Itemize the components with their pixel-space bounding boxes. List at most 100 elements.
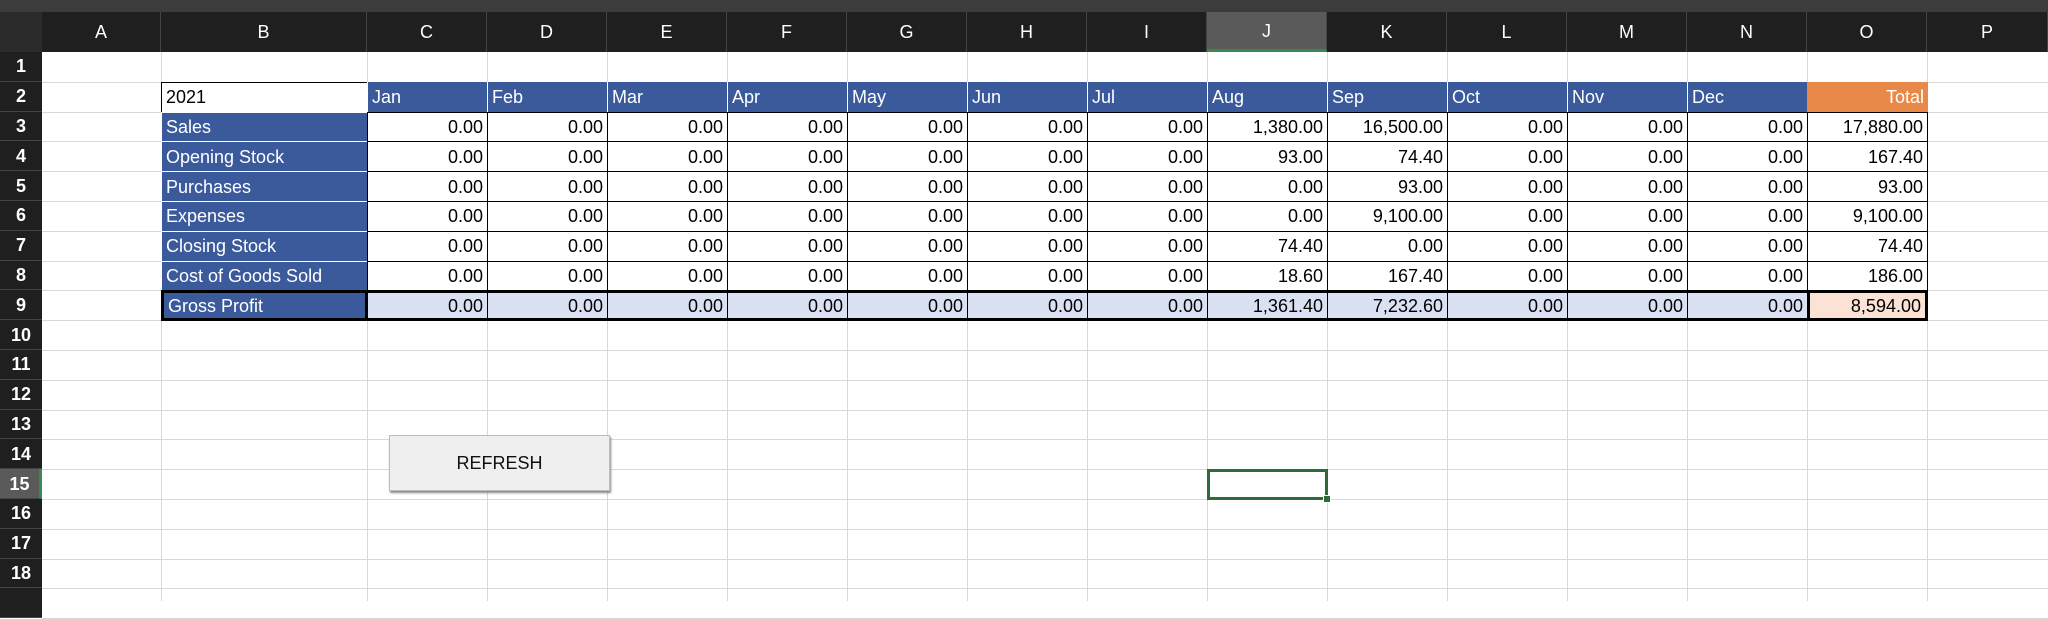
value-cell: 0.00 [607, 141, 728, 173]
row-header[interactable]: 7 [0, 230, 42, 261]
column-header[interactable]: K [1327, 12, 1447, 52]
value-cell: 0.00 [967, 201, 1088, 232]
corner-cell [0, 12, 42, 52]
row-header[interactable]: 17 [0, 528, 42, 559]
row-label: Expenses [161, 201, 368, 232]
row-header[interactable]: 16 [0, 499, 42, 529]
row-header[interactable]: 10 [0, 320, 42, 350]
column-header[interactable]: I [1087, 12, 1207, 52]
value-cell: 0.00 [1687, 111, 1808, 143]
column-header[interactable]: J [1207, 12, 1327, 52]
value-cell: 0.00 [1447, 230, 1568, 262]
value-cell: 0.00 [847, 290, 968, 322]
row-header[interactable]: 9 [0, 290, 42, 321]
grid-line [1927, 52, 1928, 601]
row-header[interactable]: 6 [0, 201, 42, 231]
grid-line [42, 499, 2048, 500]
column-header[interactable]: E [607, 12, 727, 52]
grid-line [1567, 52, 1568, 601]
column-header[interactable]: P [1927, 12, 2048, 52]
value-cell: 0.00 [1567, 230, 1688, 262]
value-cell: 0.00 [1087, 141, 1208, 173]
value-cell: 0.00 [367, 260, 488, 292]
value-cell: 0.00 [607, 290, 728, 322]
grid-line [42, 558, 2048, 560]
value-cell: 0.00 [367, 290, 488, 322]
value-cell: 0.00 [727, 111, 848, 143]
row-header[interactable]: 13 [0, 409, 42, 440]
value-cell: 0.00 [487, 290, 608, 322]
value-cell: 0.00 [727, 141, 848, 173]
grid-line [1687, 52, 1688, 601]
value-cell: 0.00 [1207, 201, 1328, 232]
total-cell: 17,880.00 [1807, 111, 1928, 143]
value-cell: 0.00 [1567, 290, 1688, 322]
row-header[interactable]: 12 [0, 379, 42, 410]
row-header[interactable]: 4 [0, 141, 42, 172]
value-cell: 0.00 [487, 230, 608, 262]
grid-line [727, 52, 728, 601]
value-cell: 0.00 [1447, 290, 1568, 322]
value-cell: 0.00 [1687, 260, 1808, 292]
row-label: Opening Stock [161, 141, 368, 173]
value-cell: 0.00 [727, 171, 848, 202]
value-cell: 0.00 [607, 171, 728, 202]
value-cell: 0.00 [727, 260, 848, 292]
value-cell: 0.00 [967, 111, 1088, 143]
selected-cell [1207, 469, 1328, 500]
row-label: Sales [161, 111, 368, 143]
grid-line [487, 52, 488, 601]
value-cell: 74.40 [1207, 230, 1328, 262]
row-header[interactable]: 5 [0, 171, 42, 201]
value-cell: 0.00 [1447, 201, 1568, 232]
value-cell: 0.00 [847, 141, 968, 173]
value-cell: 0.00 [367, 201, 488, 232]
refresh-button[interactable]: REFRESH [389, 435, 610, 491]
row-header[interactable]: 2 [0, 81, 42, 112]
column-header[interactable]: F [727, 12, 847, 52]
value-cell: 18.60 [1207, 260, 1328, 292]
column-header[interactable]: A [42, 12, 161, 52]
grid-line [847, 52, 848, 601]
value-cell: 0.00 [727, 201, 848, 232]
column-header[interactable]: C [367, 12, 487, 52]
value-cell: 0.00 [847, 230, 968, 262]
value-cell: 0.00 [1087, 201, 1208, 232]
row-header[interactable]: 8 [0, 260, 42, 291]
value-cell: 0.00 [967, 230, 1088, 262]
value-cell: 0.00 [607, 111, 728, 143]
value-cell: 0.00 [367, 141, 488, 173]
column-header[interactable]: M [1567, 12, 1687, 52]
year-cell: 2021 [161, 81, 368, 113]
column-header[interactable]: G [847, 12, 967, 52]
column-header[interactable]: N [1687, 12, 1807, 52]
row-header[interactable]: 14 [0, 439, 42, 470]
month-header: Mar [607, 81, 728, 113]
value-cell: 0.00 [967, 260, 1088, 292]
value-cell: 0.00 [1687, 141, 1808, 173]
row-label: Purchases [161, 171, 368, 202]
column-header[interactable]: B [161, 12, 367, 52]
value-cell: 0.00 [1567, 171, 1688, 202]
column-header[interactable]: H [967, 12, 1087, 52]
row-header[interactable]: 15 [0, 469, 42, 499]
value-cell: 0.00 [967, 290, 1088, 322]
row-header[interactable]: 11 [0, 350, 42, 380]
value-cell: 0.00 [1567, 260, 1688, 292]
value-cell: 0.00 [1087, 260, 1208, 292]
grid-line [42, 469, 2048, 471]
total-cell: 167.40 [1807, 141, 1928, 173]
column-header[interactable]: L [1447, 12, 1567, 52]
row-header[interactable]: 1 [0, 52, 42, 82]
row-header[interactable]: 3 [0, 111, 42, 142]
column-header[interactable]: O [1807, 12, 1927, 52]
value-cell: 0.00 [1567, 201, 1688, 232]
month-header: Jul [1087, 81, 1208, 113]
value-cell: 0.00 [367, 230, 488, 262]
value-cell: 9,100.00 [1327, 201, 1448, 232]
row-header[interactable]: 18 [0, 558, 42, 589]
grid-line [42, 528, 2048, 530]
value-cell: 0.00 [727, 290, 848, 322]
month-header: Nov [1567, 81, 1688, 113]
column-header[interactable]: D [487, 12, 607, 52]
